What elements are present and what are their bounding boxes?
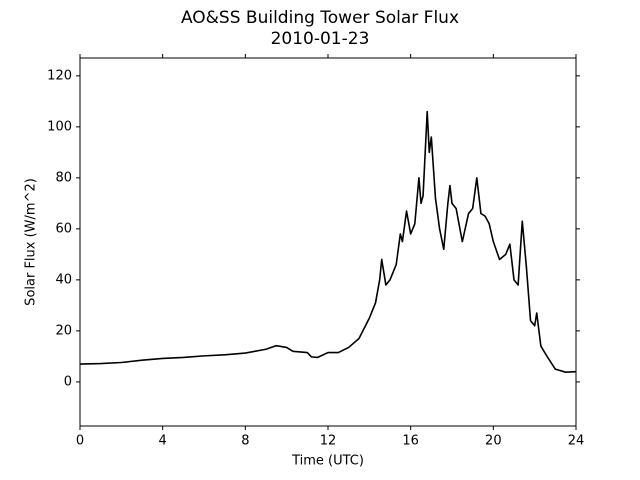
y-tick-label: 20 [55,323,72,338]
chart-subtitle: 2010-01-23 [271,29,370,49]
chart-title: AO&SS Building Tower Solar Flux [181,8,459,28]
y-tick-label: 100 [47,119,72,134]
x-tick-label: 12 [320,434,337,449]
y-axis-label: Solar Flux (W/m^2) [24,178,39,306]
plot-frame [79,57,577,427]
x-tick-label: 0 [76,434,84,449]
y-tick-label: 0 [64,374,72,389]
x-axis-label: Time (UTC) [291,454,364,469]
x-tick-label: 20 [485,434,502,449]
x-tick-label: 16 [402,434,419,449]
y-tick-label: 40 [55,272,72,287]
y-tick-label: 120 [47,68,72,83]
y-tick-label: 60 [55,221,72,236]
y-tick-label: 80 [55,170,72,185]
data-line [79,110,577,373]
x-tick-label: 4 [159,434,167,449]
x-tick-label: 8 [241,434,249,449]
x-tick-label: 24 [568,434,585,449]
